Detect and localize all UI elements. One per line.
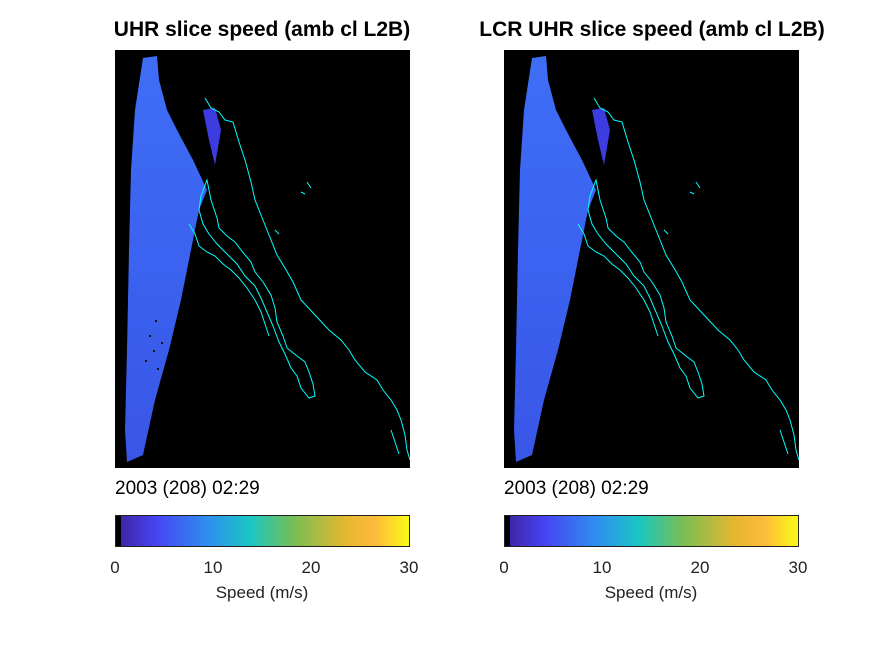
- colorbar-gradient-left: [121, 516, 409, 546]
- colorbar-label-right: Speed (m/s): [604, 583, 698, 602]
- speed-map-right: [504, 50, 799, 468]
- coastline-right: [577, 97, 799, 461]
- colorbar-gradient-right: [510, 516, 798, 546]
- colorbar-left: [115, 515, 410, 547]
- colorbar-tick-20-left: 20: [301, 558, 321, 577]
- swath-left: [125, 56, 207, 462]
- colorbar-label-left: Speed (m/s): [215, 583, 309, 602]
- swath-strip-left: [203, 108, 221, 165]
- colorbar-tick-30-left: 30: [399, 558, 419, 577]
- colorbar-zero-band-left: [116, 516, 121, 546]
- colorbar-tick-10-right: 10: [592, 558, 612, 577]
- colorbar-tick-20-right: 20: [690, 558, 710, 577]
- colorbar-tick-0-left: 0: [110, 558, 120, 577]
- colorbar-zero-band-right: [505, 516, 510, 546]
- coastline-left: [188, 97, 410, 461]
- colorbar-right: [504, 515, 799, 547]
- date-label-right: 2003 (208) 02:29: [504, 478, 649, 499]
- speckle-left: [145, 320, 163, 370]
- colorbar-tick-10-left: 10: [203, 558, 223, 577]
- colorbar-tick-30-right: 30: [788, 558, 808, 577]
- speed-map-left: [115, 50, 410, 468]
- swath-strip-right: [592, 108, 610, 165]
- colorbar-tick-0-right: 0: [499, 558, 509, 577]
- panel-title-left: UHR slice speed (amb cl L2B): [113, 18, 411, 41]
- swath-right: [514, 56, 596, 462]
- date-label-left: 2003 (208) 02:29: [115, 478, 260, 499]
- panel-title-right: LCR UHR slice speed (amb cl L2B): [479, 18, 825, 41]
